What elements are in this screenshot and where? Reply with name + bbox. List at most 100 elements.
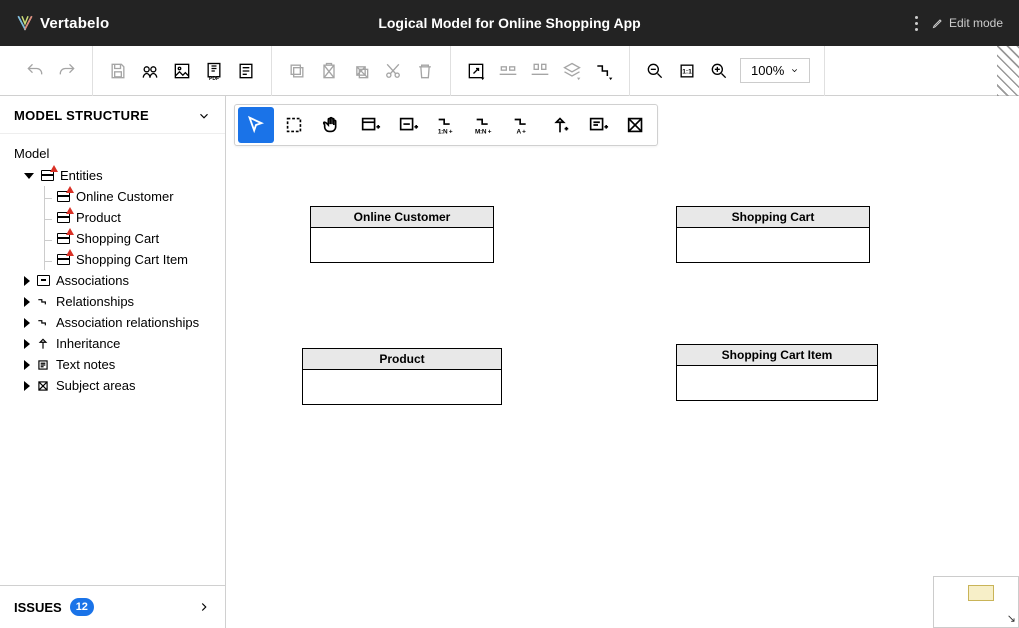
add-1n-relationship-tool[interactable]: 1:N +	[428, 107, 464, 143]
edit-mode-toggle[interactable]: Edit mode	[932, 16, 1003, 30]
save-button[interactable]	[107, 60, 129, 82]
svg-text:1:1: 1:1	[682, 68, 692, 75]
entity-icon	[56, 253, 70, 267]
tree-section-inheritance[interactable]: Inheritance	[6, 333, 219, 354]
zoom-reset-button[interactable]: 1:1	[676, 60, 698, 82]
entity-box[interactable]: Product	[302, 348, 502, 405]
add-entity-tool[interactable]	[352, 107, 388, 143]
tree-section-assoc-relationships[interactable]: Association relationships	[6, 312, 219, 333]
add-subject-area-tool[interactable]	[618, 107, 654, 143]
model-title: Logical Model for Online Shopping App	[378, 15, 640, 31]
toolbar-overflow-icon[interactable]	[997, 46, 1019, 96]
copy-button[interactable]	[286, 60, 308, 82]
main-toolbar: PDF 1:1 100%	[0, 46, 1019, 96]
relationship-icon	[36, 295, 50, 309]
entity-name: Product	[303, 349, 501, 370]
redo-button[interactable]	[56, 60, 78, 82]
connector-button[interactable]	[593, 60, 615, 82]
resize-handle-icon[interactable]: ↘	[1007, 612, 1016, 625]
zoom-select[interactable]: 100%	[740, 58, 810, 83]
zoom-in-button[interactable]	[708, 60, 730, 82]
association-icon	[36, 274, 50, 288]
header-menu-button[interactable]	[915, 16, 918, 31]
entity-box[interactable]: Shopping Cart	[676, 206, 870, 263]
minimap-viewport	[968, 585, 994, 601]
minimap[interactable]: ↘	[933, 576, 1019, 628]
tree-label: Shopping Cart Item	[76, 252, 188, 267]
brand-name: Vertabelo	[40, 15, 109, 32]
tree-item-entity[interactable]: Shopping Cart	[6, 228, 219, 249]
entity-box[interactable]: Shopping Cart Item	[676, 344, 878, 401]
align-horizontal-button[interactable]	[497, 60, 519, 82]
tree-item-entity[interactable]: Product	[6, 207, 219, 228]
delete-button[interactable]	[414, 60, 436, 82]
canvas-palette: 1:N + M:N + A +	[234, 104, 658, 146]
entity-icon	[40, 169, 54, 183]
tree-section-relationships[interactable]: Relationships	[6, 291, 219, 312]
tree-section-text-notes[interactable]: Text notes	[6, 354, 219, 375]
add-inheritance-tool[interactable]	[542, 107, 578, 143]
sidebar-header[interactable]: MODEL STRUCTURE	[0, 96, 225, 134]
diagram-canvas[interactable]: 1:N + M:N + A + Online Customer Shopping…	[226, 96, 1019, 628]
tree-item-entity[interactable]: Online Customer	[6, 186, 219, 207]
tree-label: Relationships	[56, 294, 134, 309]
svg-text:A +: A +	[517, 128, 527, 135]
entity-icon	[56, 190, 70, 204]
duplicate-button[interactable]	[350, 60, 372, 82]
tree-label: Online Customer	[76, 189, 174, 204]
issues-title: ISSUES	[14, 600, 62, 615]
expand-arrow-icon	[24, 339, 30, 349]
add-note-tool[interactable]	[580, 107, 616, 143]
tree-item-entity[interactable]: Shopping Cart Item	[6, 249, 219, 270]
entity-box[interactable]: Online Customer	[310, 206, 494, 263]
pan-tool[interactable]	[314, 107, 350, 143]
add-assoc-relationship-tool[interactable]: A +	[504, 107, 540, 143]
chevron-right-icon	[197, 600, 211, 614]
tree-label: Text notes	[56, 357, 115, 372]
tree-label: Inheritance	[56, 336, 120, 351]
entity-name: Shopping Cart Item	[677, 345, 877, 366]
align-vertical-button[interactable]	[529, 60, 551, 82]
entity-name: Online Customer	[311, 207, 493, 228]
entity-body	[303, 370, 501, 404]
subject-area-icon	[36, 379, 50, 393]
tree-label: Associations	[56, 273, 129, 288]
zoom-value: 100%	[751, 63, 784, 78]
tree-root[interactable]: Model	[6, 142, 219, 165]
sidebar-title: MODEL STRUCTURE	[14, 108, 149, 123]
svg-text:M:N +: M:N +	[475, 128, 492, 135]
select-tool[interactable]	[238, 107, 274, 143]
tree-section-entities[interactable]: Entities	[6, 165, 219, 186]
brand[interactable]: Vertabelo	[16, 14, 109, 32]
share-button[interactable]	[139, 60, 161, 82]
undo-button[interactable]	[24, 60, 46, 82]
chevron-down-icon	[197, 109, 211, 123]
chevron-down-icon	[790, 66, 799, 75]
issues-count-badge: 12	[70, 598, 94, 616]
inheritance-icon	[36, 337, 50, 351]
tree-section-subject-areas[interactable]: Subject areas	[6, 375, 219, 396]
add-mn-relationship-tool[interactable]: M:N +	[466, 107, 502, 143]
marquee-tool[interactable]	[276, 107, 312, 143]
entity-name: Shopping Cart	[677, 207, 869, 228]
image-export-button[interactable]	[171, 60, 193, 82]
issues-panel-toggle[interactable]: ISSUES 12	[0, 585, 225, 628]
tree-section-associations[interactable]: Associations	[6, 270, 219, 291]
tree-label: Subject areas	[56, 378, 136, 393]
brand-logo-icon	[16, 14, 34, 32]
tree-label: Product	[76, 210, 121, 225]
relationship-icon	[36, 316, 50, 330]
svg-text:1:N +: 1:N +	[438, 128, 453, 135]
expand-arrow-icon	[24, 318, 30, 328]
expand-arrow-icon	[24, 276, 30, 286]
expand-arrow-icon	[24, 173, 34, 179]
zoom-out-button[interactable]	[644, 60, 666, 82]
pencil-icon	[932, 17, 944, 29]
fit-button[interactable]	[465, 60, 487, 82]
document-button[interactable]	[235, 60, 257, 82]
add-association-tool[interactable]	[390, 107, 426, 143]
layers-button[interactable]	[561, 60, 583, 82]
cut-button[interactable]	[382, 60, 404, 82]
pdf-export-button[interactable]: PDF	[203, 60, 225, 82]
paste-button[interactable]	[318, 60, 340, 82]
